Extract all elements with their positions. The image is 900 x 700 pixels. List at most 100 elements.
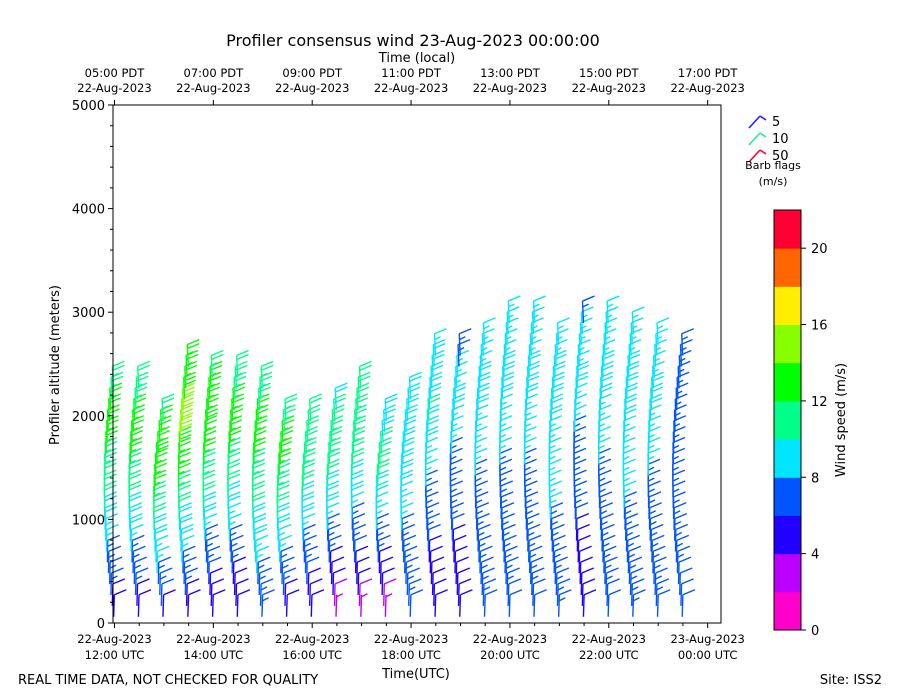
wind-barb [184, 567, 199, 596]
barb-flag [681, 328, 694, 335]
barb-flag [601, 364, 614, 371]
barb-half-flag [681, 336, 689, 341]
wind-barb [501, 512, 515, 541]
wind-barb [131, 534, 145, 563]
wind-barb [480, 556, 494, 585]
barb-flag [279, 534, 293, 542]
barb-half-flag [626, 531, 634, 537]
barb-flag [403, 534, 417, 542]
barb-half-flag [627, 542, 635, 548]
barb-flag [330, 545, 343, 552]
barb-flag [137, 360, 150, 367]
barb-half-flag [677, 553, 685, 558]
barb-flag [202, 469, 216, 476]
chart-title: Profiler consensus wind 23-Aug-2023 00:0… [226, 31, 600, 50]
barb-half-flag [549, 499, 557, 504]
barb-half-flag [207, 394, 215, 399]
barb-flag [161, 578, 175, 585]
barb-flag [204, 419, 218, 426]
wind-barb [575, 512, 590, 541]
barb-flag [650, 512, 663, 520]
barb-flag [624, 491, 637, 498]
barb-half-flag [185, 575, 193, 580]
barb-flag [203, 506, 217, 513]
barb-half-flag [184, 564, 191, 569]
barb-staff [184, 573, 187, 596]
barb-staff [458, 333, 461, 356]
barb-half-flag [404, 553, 412, 558]
barb-flag [104, 491, 117, 498]
barb-flag [326, 502, 340, 509]
wind-barb [652, 545, 666, 574]
barb-flag [401, 451, 414, 459]
barb-flag [129, 491, 142, 498]
barb-flag [623, 436, 636, 444]
barb-half-flag [481, 564, 488, 569]
barb-half-flag [326, 510, 334, 515]
colorbar-segment [774, 400, 801, 440]
barb-flag [476, 397, 490, 404]
barb-flag [252, 495, 266, 502]
barb-half-flag [474, 477, 482, 482]
wind-barb [674, 523, 689, 552]
barb-half-flag [677, 368, 685, 373]
barb-staff [576, 355, 579, 378]
wind-barb [178, 425, 192, 454]
barb-flag [425, 469, 438, 476]
barb-staff [383, 583, 385, 606]
barb-flag [203, 495, 216, 502]
barb-flag [647, 436, 661, 444]
barb-flag [227, 480, 241, 487]
x-tick-date: 23-Aug-2023 [670, 632, 744, 646]
barb-half-flag [457, 346, 465, 352]
barb-flag [573, 425, 587, 433]
barb-flag [104, 462, 117, 469]
barb-staff [333, 583, 336, 606]
barb-half-flag [483, 325, 490, 330]
barb-flag [631, 578, 645, 585]
barb-flag [573, 415, 587, 422]
barb-half-flag [623, 488, 631, 493]
wind-barb [581, 295, 595, 324]
barb-flag [402, 523, 416, 531]
barb-flag [352, 440, 365, 448]
wind-barb [335, 593, 343, 617]
barb-flag [277, 480, 290, 487]
barb-half-flag [255, 416, 263, 421]
wind-barb [235, 578, 249, 606]
barb-flag [211, 578, 225, 585]
barb-half-flag [204, 521, 212, 526]
y-tick-label: 5000 [72, 99, 105, 114]
barb-half-flag [106, 531, 114, 537]
barb-staff [578, 333, 581, 356]
wind-barb [507, 295, 521, 324]
barb-staff [674, 398, 677, 421]
barb-staff [285, 594, 288, 617]
barb-staff [433, 333, 437, 356]
wind-barb [309, 578, 323, 606]
barb-flag [605, 556, 618, 563]
barb-half-flag [675, 531, 683, 537]
barb-flag [227, 484, 241, 491]
barb-flag [477, 386, 490, 393]
wind-barb [280, 545, 294, 574]
quality-disclaimer: REAL TIME DATA, NOT CHECKED FOR QUALITY [18, 673, 319, 688]
barb-staff [259, 583, 262, 606]
barb-flag [105, 429, 119, 437]
barb-half-flag [425, 477, 433, 482]
barb-half-flag [232, 394, 240, 399]
barb-staff [531, 573, 533, 596]
barb-half-flag [581, 314, 588, 319]
x-tick-time: 00:00 UTC [678, 648, 738, 662]
barb-flag [657, 589, 671, 596]
barb-half-flag [133, 553, 140, 558]
wind-barb [454, 545, 468, 574]
barb-half-flag [281, 427, 289, 432]
barb-flag [656, 578, 670, 585]
barb-half-flag [533, 303, 540, 308]
barb-half-flag [108, 553, 116, 558]
barb-half-flag [530, 564, 538, 569]
barb-half-flag [235, 372, 242, 377]
barb-flag [284, 397, 298, 404]
barb-staff [678, 355, 681, 378]
